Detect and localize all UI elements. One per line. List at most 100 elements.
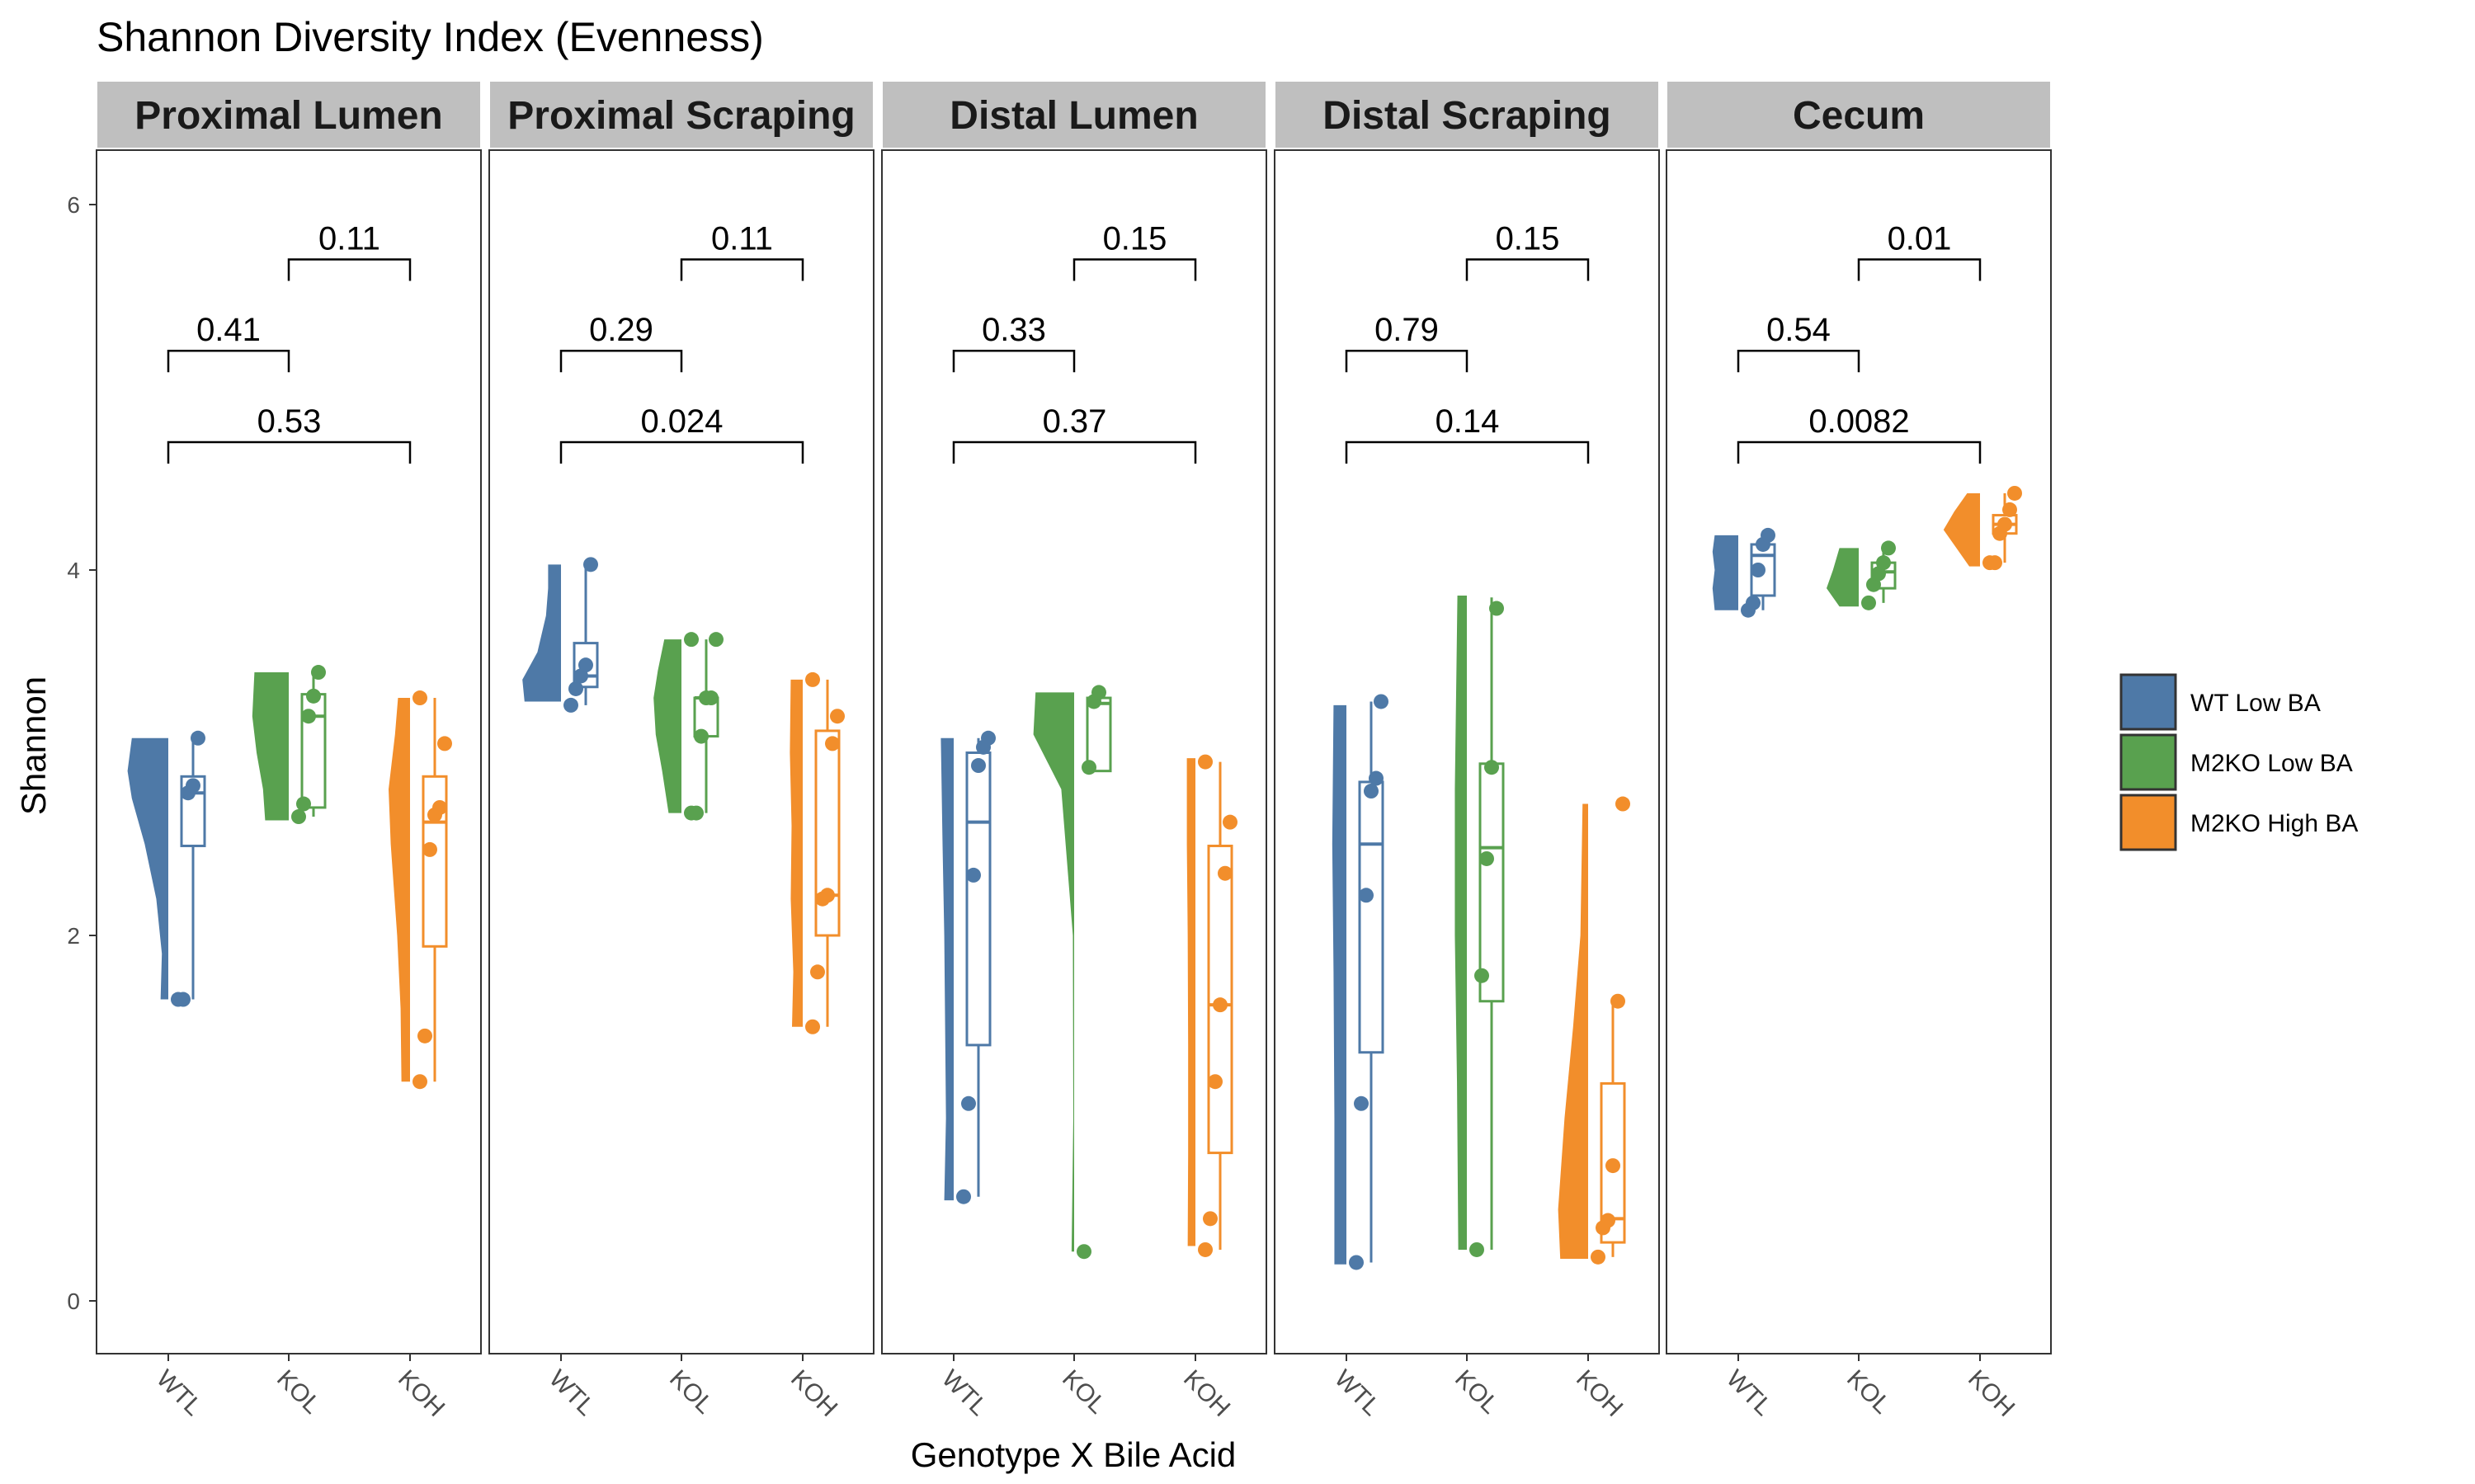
panel-border — [1666, 149, 2052, 1354]
data-point — [191, 730, 205, 746]
comparison-bracket: 0.0082 — [1737, 403, 1982, 464]
bracket-line — [1465, 258, 1590, 281]
data-point — [689, 805, 704, 821]
data-point — [1479, 850, 1494, 866]
bracket-line — [1345, 440, 1590, 464]
bracket-line — [167, 349, 290, 373]
p-value-label: 0.15 — [1103, 220, 1167, 257]
x-tick-label: KOH — [1178, 1365, 1235, 1422]
x-tick-label: KOL — [1057, 1365, 1111, 1420]
comparison-bracket: 0.54 — [1737, 312, 1860, 373]
panel-proximal-scraping: Proximal Scraping WTL KOL KOH 0.11 0.29 0.024 — [488, 80, 874, 1422]
p-value-label: 0.14 — [1436, 403, 1500, 440]
x-tick-label: WTL — [544, 1365, 600, 1421]
comparison-bracket: 0.024 — [559, 403, 804, 464]
x-tick-label: WTL — [151, 1365, 207, 1421]
data-point — [1746, 595, 1761, 610]
x-tick-label: KOL — [271, 1365, 326, 1420]
data-point — [1469, 1241, 1484, 1257]
data-point — [1359, 888, 1374, 903]
facet-strip — [488, 80, 874, 149]
density-cloud — [389, 698, 410, 1082]
x-tick-label: WTL — [1329, 1365, 1385, 1421]
density-cloud — [522, 564, 561, 702]
series-kol — [252, 665, 327, 825]
data-point — [417, 1028, 432, 1044]
legend-swatch — [2119, 733, 2177, 791]
bracket-line — [680, 258, 804, 281]
data-point — [1751, 563, 1766, 577]
comparison-bracket: 0.37 — [952, 403, 1197, 464]
x-axis-title: Genotype X Bile Acid — [911, 1435, 1237, 1474]
y-tick-label: 2 — [67, 923, 80, 949]
density-cloud — [1033, 692, 1074, 1252]
data-point — [412, 1074, 427, 1090]
data-point — [176, 992, 191, 1007]
data-point — [709, 632, 724, 648]
data-point — [568, 681, 583, 696]
data-point — [1349, 1255, 1364, 1270]
p-value-label: 0.41 — [196, 312, 261, 348]
data-point — [1223, 814, 1238, 830]
density-cloud — [790, 679, 803, 1027]
facet-strip-label: Distal Lumen — [950, 94, 1198, 138]
bracket-line — [559, 349, 683, 373]
data-point — [810, 964, 825, 980]
comparison-bracket: 0.79 — [1345, 312, 1468, 373]
bracket-line — [952, 349, 1076, 373]
comparison-bracket: 0.33 — [952, 312, 1076, 373]
data-point — [820, 888, 835, 903]
data-point — [311, 665, 326, 681]
data-point — [296, 796, 311, 812]
comparison-bracket: 0.11 — [287, 220, 412, 281]
x-tick-label: KOH — [1571, 1365, 1628, 1422]
panel-proximal-lumen: Proximal Lumen WTL KOL KOH 0.11 0.41 0.53 — [96, 80, 482, 1422]
comparison-bracket: 0.15 — [1072, 220, 1197, 281]
comparison-bracket: 0.01 — [1857, 220, 1982, 281]
data-point — [1369, 770, 1384, 786]
facet-strip — [96, 80, 482, 149]
y-tick-label: 4 — [67, 558, 80, 583]
data-point — [583, 557, 598, 572]
comparison-bracket: 0.53 — [167, 403, 412, 464]
data-point — [1374, 694, 1388, 709]
legend-label: M2KO High BA — [2190, 810, 2358, 837]
data-point — [1876, 555, 1891, 571]
bracket-line — [1857, 258, 1982, 281]
p-value-label: 0.33 — [982, 312, 1046, 348]
data-point — [694, 728, 709, 744]
density-cloud — [127, 737, 168, 1000]
data-point — [981, 730, 996, 746]
data-point — [422, 841, 437, 857]
comparison-bracket: 0.15 — [1465, 220, 1590, 281]
y-tick-label: 0 — [67, 1288, 80, 1314]
data-point — [1213, 997, 1228, 1013]
x-tick-label: KOL — [1450, 1365, 1504, 1420]
box — [1478, 762, 1505, 1003]
data-point — [1474, 968, 1489, 983]
series-wtl — [1712, 527, 1776, 618]
data-point — [578, 657, 593, 673]
p-value-label: 0.54 — [1766, 312, 1831, 348]
p-value-label: 0.024 — [640, 403, 723, 440]
data-point — [1615, 796, 1630, 812]
p-value-label: 0.79 — [1374, 312, 1439, 348]
series-koh — [1186, 754, 1238, 1257]
data-point — [1591, 1249, 1605, 1265]
data-point — [1364, 784, 1379, 799]
legend-swatch — [2119, 673, 2177, 731]
facet-strip-label: Cecum — [1793, 94, 1925, 138]
series-wtl — [522, 557, 599, 713]
y-axis: 0 2 4 6 — [67, 192, 97, 1314]
data-point — [966, 867, 981, 883]
legend-item: M2KO Low BA — [2119, 733, 2353, 791]
density-cloud — [1943, 492, 1980, 567]
series-wtl — [127, 730, 206, 1007]
x-tick-label: KOH — [1963, 1365, 2020, 1422]
bracket-line — [952, 440, 1197, 464]
data-point — [563, 697, 578, 713]
panel-distal-scraping: Distal Scraping WTL KOL KOH 0.15 0.79 0.14 — [1274, 80, 1660, 1422]
data-point — [301, 709, 316, 724]
data-point — [1610, 993, 1625, 1009]
